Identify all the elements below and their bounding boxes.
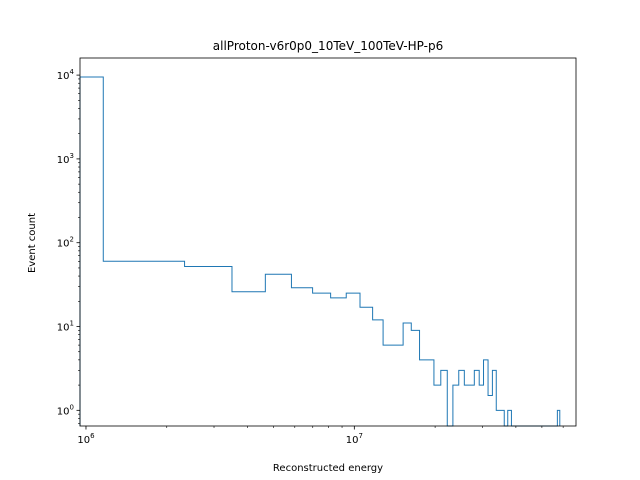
y-tick-base: 10 bbox=[57, 155, 70, 166]
chart-title: allProton-v6r0p0_10TeV_100TeV-HP-p6 bbox=[213, 39, 443, 53]
x-tick-label: 106 bbox=[77, 432, 95, 446]
y-tick-base: 10 bbox=[57, 323, 70, 334]
y-tick-label: 104 bbox=[57, 68, 75, 82]
y-tick-label: 100 bbox=[57, 403, 74, 417]
x-tick-base: 10 bbox=[346, 435, 359, 446]
plot-area bbox=[79, 57, 577, 427]
y-tick-base: 10 bbox=[57, 406, 70, 417]
y-tick-base: 10 bbox=[57, 71, 70, 82]
x-tick-exp: 7 bbox=[358, 432, 362, 440]
x-axis-label: Reconstructed energy bbox=[273, 463, 383, 474]
y-tick-exp: 0 bbox=[70, 403, 74, 411]
histogram-series bbox=[79, 76, 561, 427]
y-tick-label: 101 bbox=[57, 320, 74, 334]
y-tick-base: 10 bbox=[57, 239, 70, 250]
y-tick-exp: 1 bbox=[70, 320, 74, 328]
x-axis: 106 107 bbox=[77, 426, 564, 446]
y-tick-label: 103 bbox=[57, 152, 74, 166]
y-tick-label: 102 bbox=[57, 236, 74, 250]
axes-frame bbox=[79, 57, 577, 427]
x-tick-exp: 6 bbox=[90, 432, 95, 440]
x-tick-base: 10 bbox=[77, 435, 90, 446]
y-tick-exp: 3 bbox=[70, 152, 74, 160]
y-tick-exp: 2 bbox=[70, 236, 74, 244]
x-tick-label: 107 bbox=[346, 432, 363, 446]
y-tick-exp: 4 bbox=[70, 68, 75, 76]
y-axis-label: Event count bbox=[27, 213, 38, 273]
